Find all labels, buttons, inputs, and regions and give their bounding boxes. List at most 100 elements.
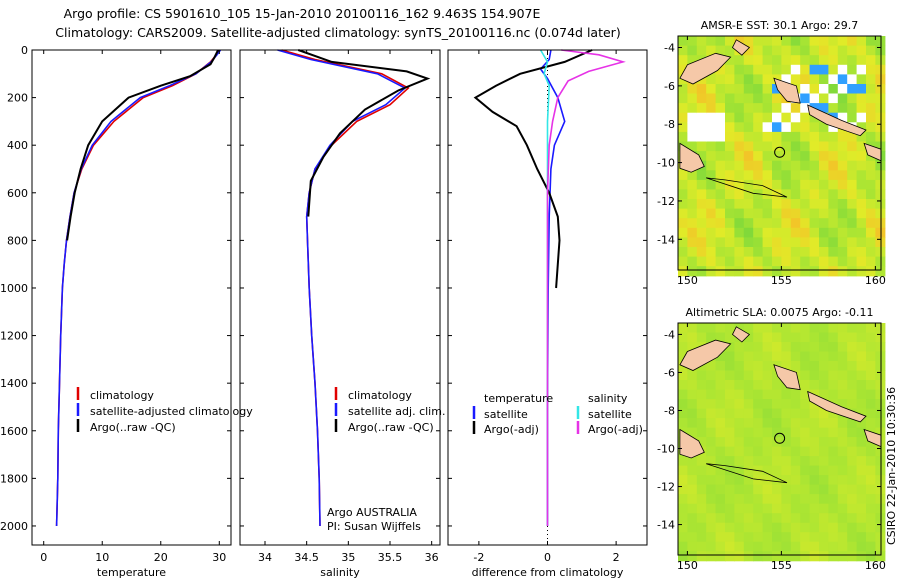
map-panel-sst: AMSR-E SST: 30.1 Argo: 29.7 -4 -6 -8 -10 -12 -… xyxy=(657,19,886,287)
map-cell xyxy=(866,84,876,95)
xtick-label: 34 xyxy=(258,551,272,564)
map-cell xyxy=(809,541,820,552)
map-cell xyxy=(743,323,754,334)
map-cell xyxy=(696,199,707,210)
legend-label: satellite xyxy=(588,408,632,421)
landmass-2 xyxy=(773,77,801,104)
xaxis-label: difference from climatology xyxy=(472,566,624,579)
map-cell xyxy=(762,532,773,543)
map-cell xyxy=(847,418,858,429)
map-cell xyxy=(725,342,735,353)
map-cell xyxy=(696,380,707,391)
map-cell xyxy=(875,208,886,219)
map-cell xyxy=(837,541,848,552)
map-cell xyxy=(781,522,792,533)
map-cell xyxy=(696,103,707,114)
map-cell xyxy=(819,408,829,419)
map-cell xyxy=(762,45,773,56)
map-cell xyxy=(734,532,745,543)
map-cell xyxy=(734,342,745,353)
map-cell xyxy=(828,418,839,429)
map-cell xyxy=(753,323,764,334)
map-cell xyxy=(687,370,698,381)
map-cell xyxy=(753,266,764,277)
map-cell xyxy=(800,227,811,238)
map-cell xyxy=(790,55,801,66)
map-cell xyxy=(772,380,782,391)
map-cell xyxy=(809,237,820,248)
map-cell xyxy=(856,484,867,495)
map-cell xyxy=(715,151,726,162)
map-cell xyxy=(781,227,792,238)
map-cell xyxy=(687,475,698,486)
map-cell xyxy=(866,446,876,457)
map-cell xyxy=(847,256,858,267)
map-cell xyxy=(678,112,688,123)
map-cell xyxy=(687,323,698,334)
map-cell xyxy=(781,112,792,123)
map-cell xyxy=(819,475,829,486)
map-cell xyxy=(734,256,745,267)
map-cell xyxy=(809,408,820,419)
map-cell xyxy=(837,351,848,362)
map-cell xyxy=(781,465,792,476)
map-cell xyxy=(762,112,773,123)
map-cell xyxy=(696,323,707,334)
timestamp-stamp: CSIRO 22-Jan-2010 10:30:36 xyxy=(885,387,898,545)
map-cell xyxy=(781,237,792,248)
map-cell xyxy=(753,418,764,429)
xaxis-label: temperature xyxy=(97,566,166,579)
map-cell xyxy=(696,408,707,419)
map-cell xyxy=(743,103,754,114)
map-cell xyxy=(753,494,764,505)
map-cell xyxy=(678,247,688,258)
map-cell xyxy=(753,541,764,552)
map-cell xyxy=(715,256,726,267)
map-cell xyxy=(706,370,717,381)
map-cell xyxy=(828,465,839,476)
map-cell xyxy=(800,399,811,410)
map-cell xyxy=(706,408,717,419)
map-cell xyxy=(772,475,782,486)
map-cell xyxy=(800,103,811,114)
map-cell xyxy=(809,227,820,238)
map-cell xyxy=(819,227,829,238)
map-cell xyxy=(734,484,745,495)
map-cell xyxy=(856,361,867,372)
legend-group: temperature xyxy=(484,392,553,405)
map-cell xyxy=(856,513,867,524)
map-cell xyxy=(725,513,735,524)
map-cell xyxy=(706,218,717,229)
map-cell xyxy=(725,427,735,438)
map-cell xyxy=(753,189,764,200)
map-cell xyxy=(687,532,698,543)
map-cell xyxy=(800,475,811,486)
map-cell xyxy=(828,484,839,495)
series-salinity-1 xyxy=(277,49,407,527)
map-cell xyxy=(847,208,858,219)
map-cell xyxy=(734,456,745,467)
map-cell xyxy=(772,323,782,334)
map-cell xyxy=(856,237,867,248)
map-cell xyxy=(875,93,886,104)
map-cell xyxy=(847,64,858,75)
map-cell xyxy=(866,74,876,85)
map-cell xyxy=(762,389,773,400)
map-cell xyxy=(706,141,717,152)
map-cell xyxy=(809,370,820,381)
map-cell xyxy=(725,84,735,95)
map-cell xyxy=(856,122,867,133)
map-cell xyxy=(762,484,773,495)
map-cell xyxy=(734,323,745,334)
map-cell xyxy=(875,84,886,95)
map-cell xyxy=(706,503,717,514)
map-cell xyxy=(847,522,858,533)
map-cell xyxy=(800,361,811,372)
panel-temperature: 0 10 20 30 temperature 0 200 400 600 800 1000 1200 1… xyxy=(0,44,253,579)
map-cell xyxy=(762,131,773,143)
map-cell xyxy=(762,179,773,191)
map-cell xyxy=(800,551,811,562)
map-cell xyxy=(828,179,839,191)
map-cell xyxy=(837,522,848,533)
map-cell xyxy=(837,370,848,381)
